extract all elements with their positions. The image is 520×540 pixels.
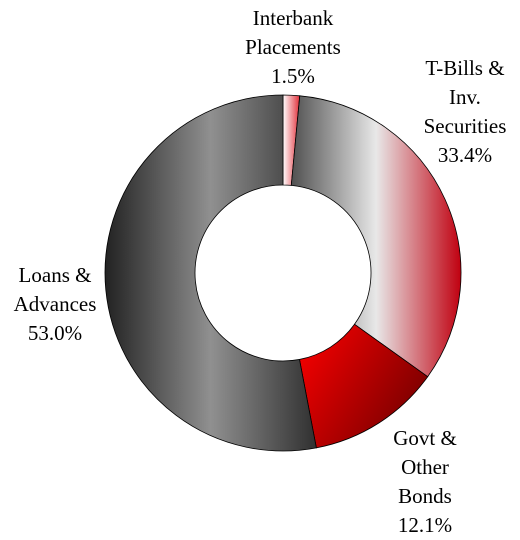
slice-value: 1.5% (271, 64, 315, 88)
slice-label: T-Bills & Inv. Securities 33.4% (410, 54, 520, 170)
slice-value: 53.0% (27, 321, 83, 345)
slice-name: T-Bills & Inv. Securities (423, 56, 507, 138)
slice-name: Loans & Advances (13, 263, 97, 316)
slice-label: Interbank Placements 1.5% (228, 4, 358, 91)
donut-slice (104, 94, 317, 452)
slice-label: Govt & Other Bonds 12.1% (385, 424, 465, 540)
slice-name: Interbank Placements (245, 6, 341, 59)
donut-slice (290, 95, 462, 378)
slice-name: Govt & Other Bonds (393, 426, 457, 508)
slice-value: 33.4% (437, 143, 493, 167)
slice-label: Loans & Advances 53.0% (4, 261, 106, 348)
slice-value: 12.1% (397, 513, 453, 537)
